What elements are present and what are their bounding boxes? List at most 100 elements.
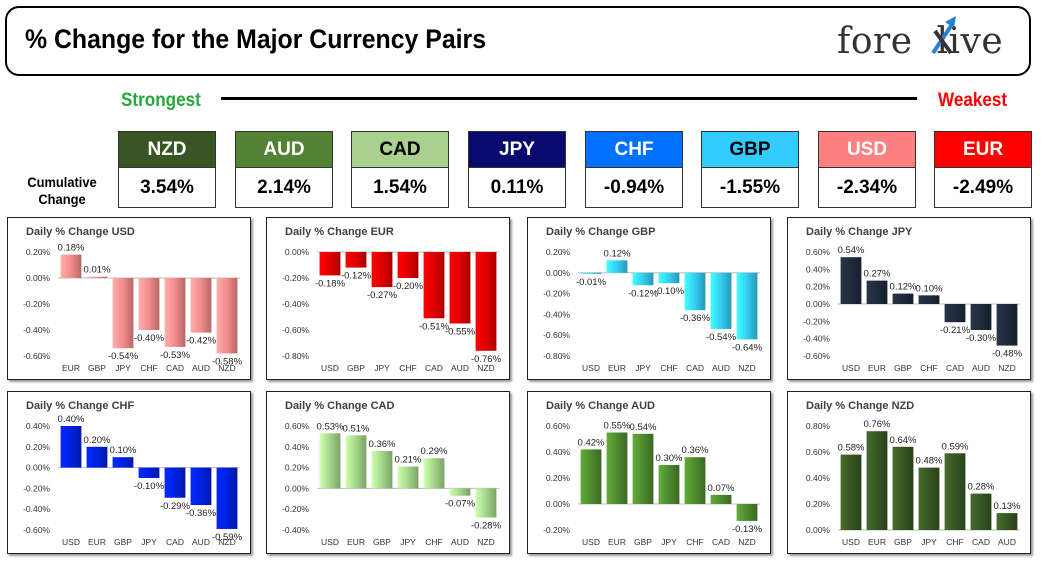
y-tick-label: 0.40% (26, 421, 51, 431)
bar (112, 278, 134, 349)
chart-title: Daily % Change USD (26, 226, 135, 238)
x-tick-label: CHF (399, 363, 416, 373)
data-label: 0.13% (994, 501, 1021, 512)
bar (423, 252, 445, 319)
y-tick-label: -0.60% (23, 351, 50, 361)
x-tick-label: CHF (686, 537, 703, 547)
data-label: 0.01% (84, 265, 111, 276)
bar (475, 252, 497, 351)
bar-chart: Daily % Change GBP 0.20% 0.00% -0.20% -0.40%… (543, 226, 763, 373)
bar (658, 272, 680, 284)
currency-cumulative-value: 0.11% (468, 168, 566, 208)
bar (710, 272, 732, 329)
data-label: -0.36% (186, 508, 217, 519)
bar-chart: Daily % Change CHF 0.40% 0.20% 0.00% -0.20% -… (23, 400, 243, 547)
bar (164, 467, 186, 498)
x-tick-label: NZD (477, 537, 494, 547)
currency-cumulative-value: -2.34% (818, 168, 916, 208)
data-label: 0.07% (708, 483, 735, 494)
bar (216, 467, 238, 529)
strongest-label: Strongest (121, 90, 201, 111)
y-tick-label: -0.60% (543, 330, 570, 340)
x-tick-label: CHF (660, 363, 677, 373)
data-label: -0.07% (445, 499, 476, 510)
currency-cell: GBP -1.55% (701, 131, 799, 209)
forexlive-logo: fore live (837, 16, 1003, 62)
currency-code: CAD (351, 131, 449, 168)
y-tick-label: 0.60% (285, 421, 310, 431)
y-tick-label: 0.40% (285, 442, 310, 452)
bar (658, 465, 680, 504)
x-tick-label: AUD (451, 363, 469, 373)
bar-chart: Daily % Change AUD 0.60% 0.40% 0.20% 0.00% -0… (543, 400, 763, 547)
y-tick-label: 0.20% (26, 247, 51, 257)
data-label: -0.28% (471, 521, 502, 532)
currency-cell: NZD 3.54% (118, 131, 216, 209)
bar (138, 278, 160, 330)
data-label: 0.12% (890, 282, 917, 293)
bar (970, 304, 992, 330)
data-label: 0.76% (864, 419, 891, 430)
data-label: 0.58% (838, 443, 865, 454)
strength-scale-line (221, 97, 917, 100)
y-tick-label: -0.20% (23, 299, 50, 309)
bar (345, 252, 367, 268)
bar (216, 278, 238, 354)
cumulative-label-line2: Change (38, 191, 86, 207)
x-tick-label: AUD (451, 537, 469, 547)
chart-panel-aud: Daily % Change AUD 0.60% 0.40% 0.20% 0.00% -0… (527, 391, 771, 554)
x-tick-label: CAD (712, 537, 730, 547)
x-tick-label: AUD (192, 537, 210, 547)
data-label: -0.54% (108, 351, 139, 362)
data-label: -0.13% (732, 524, 763, 535)
bar (580, 449, 602, 504)
data-label: -0.36% (680, 313, 711, 324)
data-label: -0.42% (186, 336, 217, 347)
data-label: -0.01% (576, 277, 607, 288)
currency-cumulative-value: -0.94% (585, 168, 683, 208)
data-label: 0.51% (343, 423, 370, 434)
currency-cell: AUD 2.14% (235, 131, 333, 209)
currency-cell: CHF -0.94% (585, 131, 683, 209)
data-label: -0.51% (419, 321, 450, 332)
bar (840, 454, 862, 530)
x-tick-label: USD (321, 537, 339, 547)
x-tick-label: USD (62, 537, 80, 547)
bar (996, 304, 1018, 346)
y-tick-label: -0.80% (543, 351, 570, 361)
currency-code: USD (818, 131, 916, 168)
y-tick-label: 0.00% (26, 273, 51, 283)
logo-text-left: fore (837, 21, 913, 62)
y-tick-label: 0.40% (806, 473, 831, 483)
data-label: 0.18% (58, 243, 85, 254)
data-label: -0.55% (445, 327, 476, 338)
data-label: 0.36% (682, 445, 709, 456)
data-label: -0.12% (628, 288, 659, 299)
chart-title: Daily % Change AUD (546, 400, 655, 412)
x-tick-label: JPY (635, 363, 651, 373)
bar (319, 252, 341, 276)
currency-cell: EUR -2.49% (934, 131, 1032, 209)
chart-title: Daily % Change GBP (546, 226, 655, 238)
bar (371, 450, 393, 489)
bar (112, 457, 134, 468)
y-tick-label: -0.40% (282, 525, 309, 535)
x-tick-label: CAD (166, 537, 184, 547)
data-label: 0.21% (395, 455, 422, 466)
y-tick-label: -0.60% (282, 325, 309, 335)
bar (190, 278, 212, 333)
y-tick-label: -0.20% (543, 289, 570, 299)
y-tick-label: 0.60% (546, 421, 571, 431)
bar (86, 446, 108, 468)
y-tick-label: -0.60% (23, 525, 50, 535)
x-tick-label: NZD (218, 537, 235, 547)
bar (190, 467, 212, 506)
bar-chart: Daily % Change EUR 0.00% -0.20% -0.40% -0.60… (282, 226, 502, 373)
x-tick-label: USD (842, 537, 860, 547)
data-label: -0.27% (367, 290, 398, 301)
x-tick-label: NZD (998, 363, 1015, 373)
y-tick-label: -0.20% (543, 525, 570, 535)
currency-cumulative-value: -1.55% (701, 168, 799, 208)
x-tick-label: NZD (738, 363, 755, 373)
data-label: -0.21% (940, 325, 971, 336)
